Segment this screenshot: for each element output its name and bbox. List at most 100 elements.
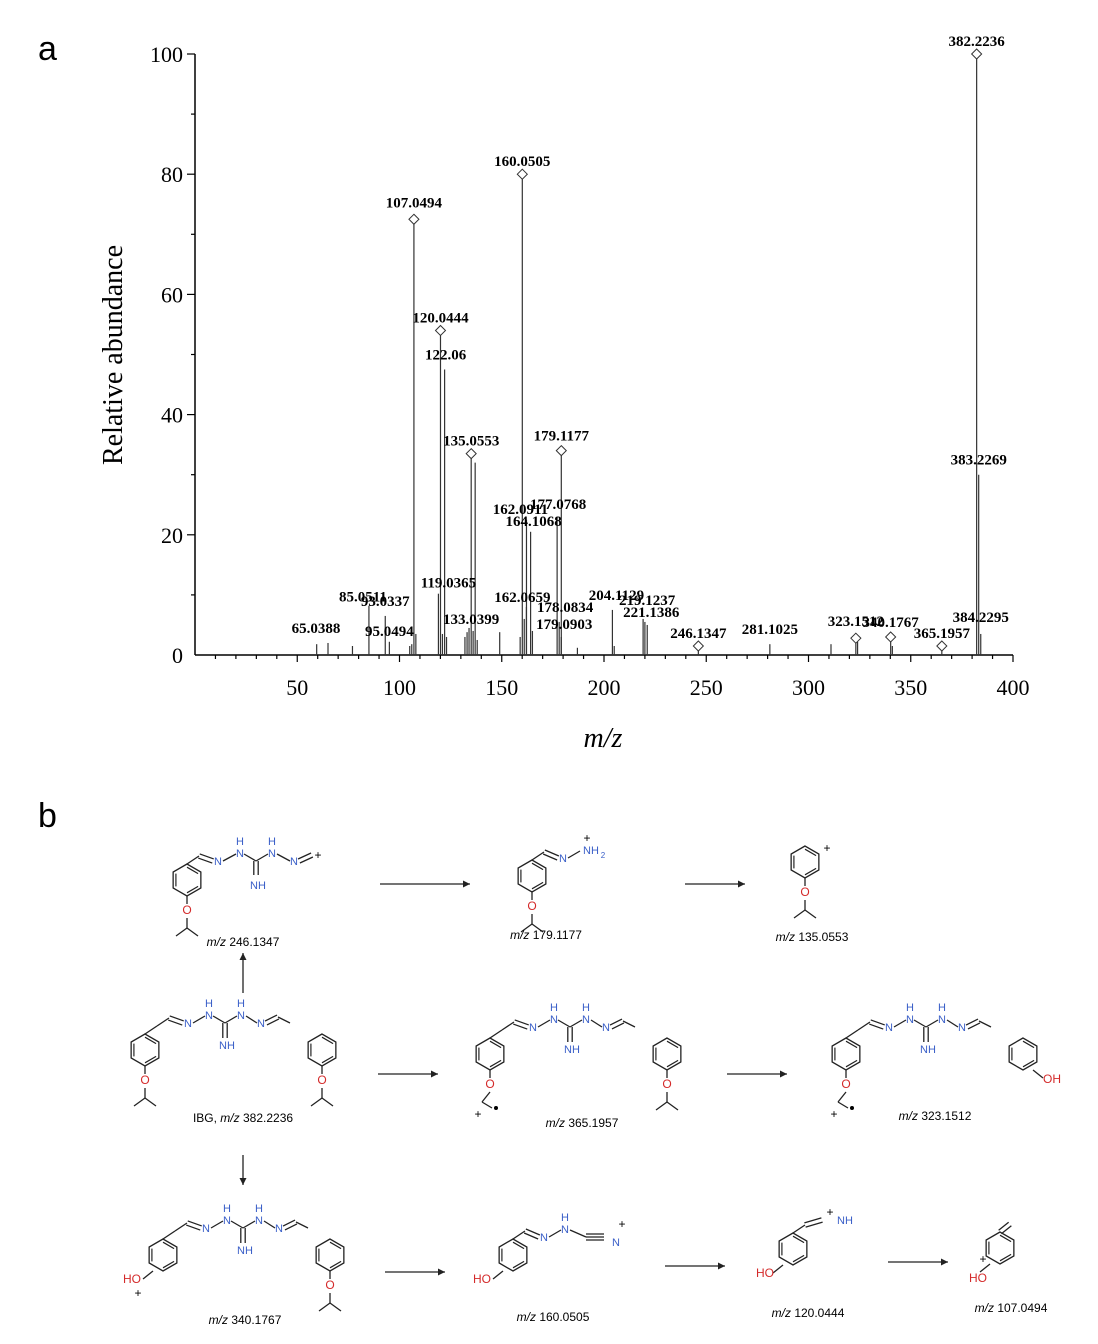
peak-label: 85.0511 (339, 590, 387, 606)
bond (230, 1220, 244, 1229)
hydrogen-label: H (582, 1002, 590, 1014)
aromatic-bond (512, 1241, 525, 1250)
peak-label: 179.0903 (536, 617, 592, 633)
atom-label: H (561, 1212, 569, 1224)
radical-dot (494, 1106, 498, 1110)
bond (255, 853, 269, 862)
bond (224, 1015, 238, 1024)
imine-label: NH (837, 1215, 853, 1227)
peak-marker-diamond (936, 640, 948, 652)
panel-b-label: b (38, 797, 57, 835)
imine-label: NH (237, 1245, 253, 1257)
peak-label: 162.0659 (494, 590, 550, 606)
bond (277, 1016, 291, 1024)
benzene-ring (475, 1037, 505, 1071)
peak-marker-diamond (884, 631, 897, 643)
peak-label: 119.0365 (421, 576, 476, 592)
double-bond (282, 1219, 296, 1227)
peak-label: 384.2295 (953, 610, 1009, 626)
bond (537, 1019, 551, 1028)
hydrogen-label: H (906, 1002, 914, 1014)
arrowhead (239, 953, 247, 960)
peak-label: 93.0337 (361, 594, 410, 610)
bond (501, 1021, 515, 1031)
nitrogen-label: N (205, 1010, 213, 1022)
aromatic-bond (804, 848, 817, 857)
x-tick-label: 300 (792, 675, 825, 700)
imine-label: NH (564, 1044, 580, 1056)
bond (142, 1270, 154, 1280)
benzene-ring (315, 1238, 345, 1272)
oxygen-label: O (485, 1077, 494, 1091)
peak-label: 122.06 (425, 348, 467, 364)
bond (329, 1302, 342, 1312)
aromatic-bond (186, 885, 199, 894)
bond (174, 1222, 188, 1232)
arrowhead (780, 1070, 787, 1078)
subscript: 2 (601, 851, 606, 860)
bond (569, 1229, 587, 1238)
nitrogen-label: N (906, 1014, 914, 1026)
mol-label-160: m/z 160.0505 (516, 1310, 590, 1324)
aromatic-bond (531, 881, 544, 890)
charge-plus: + (979, 1252, 986, 1266)
benzene-ring (307, 1033, 337, 1067)
peak-label: 164.1068 (505, 514, 561, 530)
double-bond (544, 849, 560, 857)
peak-label: 323.1512 (828, 614, 884, 630)
peak-label: 162.0911 (493, 502, 548, 518)
bond (531, 851, 545, 861)
bond (210, 1220, 224, 1229)
bond (666, 1101, 679, 1111)
double-bond (967, 1022, 981, 1030)
nitrogen-label: N (938, 1014, 946, 1026)
arrowhead (941, 1258, 948, 1266)
aromatic-bond (489, 1059, 502, 1068)
bond (557, 1019, 571, 1028)
bond (913, 1019, 927, 1028)
nitrogen-label: N (202, 1223, 210, 1235)
bond (857, 1021, 871, 1031)
bond (192, 1015, 206, 1024)
hydroxyl-label: HO (473, 1272, 491, 1286)
mol-label-179: m/z 179.1177 (510, 928, 582, 942)
x-tick-label: 100 (383, 675, 416, 700)
x-tick-label: 200 (588, 675, 621, 700)
double-bond (609, 1018, 623, 1026)
double-bond (186, 1224, 201, 1231)
bond (925, 1019, 939, 1028)
bond (492, 1270, 504, 1280)
peak-label: 365.1957 (914, 626, 971, 642)
benzene-ring (498, 1238, 528, 1272)
bond (548, 1229, 562, 1238)
peak-label: 383.2269 (951, 453, 1007, 469)
charge-plus: + (823, 841, 830, 855)
arrowhead (239, 1178, 247, 1185)
peak-label: 221.1386 (623, 605, 680, 621)
atom-label: N (214, 856, 222, 868)
double-bond (965, 1018, 979, 1026)
oxygen-label: O (140, 1073, 149, 1087)
bond (978, 1020, 992, 1028)
panel-a-label: a (38, 30, 57, 68)
peak-marker-diamond (434, 324, 447, 337)
imine-label: NH (920, 1044, 936, 1056)
nitrogen-label: N (602, 1022, 610, 1034)
peak-label: 135.0553 (443, 434, 499, 450)
peak-label: 281.1025 (742, 622, 798, 638)
bond (295, 1221, 309, 1229)
aromatic-bond (186, 866, 199, 875)
arrowhead (718, 1262, 725, 1270)
nitrogen-label: N (275, 1223, 283, 1235)
benzene-ring (985, 1231, 1015, 1265)
x-tick-label: 350 (894, 675, 927, 700)
bond (793, 909, 806, 919)
oxygen-label: O (325, 1278, 334, 1292)
peak-label: 179.1177 (534, 429, 590, 445)
mol-label-135: m/z 135.0553 (775, 930, 849, 944)
arrowhead (738, 880, 745, 888)
peak-marker-diamond (850, 632, 862, 644)
bond (263, 1220, 276, 1229)
bond (175, 927, 188, 937)
x-axis-label: m/z (584, 723, 623, 754)
